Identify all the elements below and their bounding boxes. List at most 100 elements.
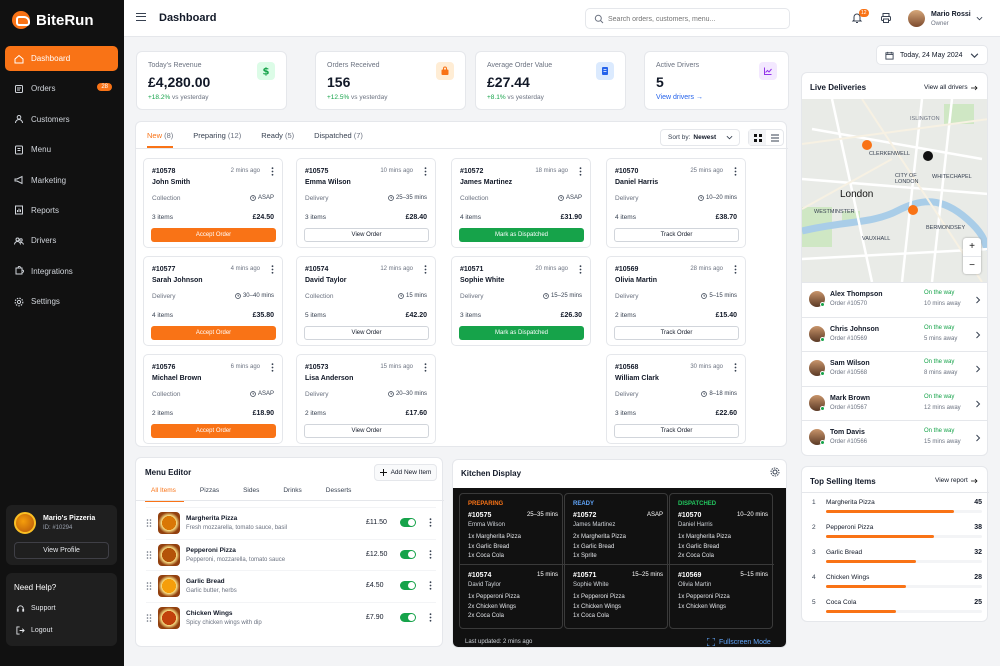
fullscreen-button[interactable]: Fullscreen Mode — [707, 638, 771, 646]
view-order-button[interactable]: View Order — [304, 228, 429, 242]
order-card[interactable]: #10576 6 mins ago Michael Brown Collection A… — [143, 354, 283, 444]
menu-tab-desserts[interactable]: Desserts — [325, 487, 352, 494]
more-icon[interactable] — [579, 167, 582, 176]
more-icon[interactable] — [734, 167, 737, 176]
search-input[interactable] — [608, 12, 783, 26]
more-icon[interactable] — [424, 265, 427, 274]
drag-handle-icon[interactable] — [146, 613, 152, 622]
chevron-down-icon[interactable] — [976, 15, 983, 22]
track-order-button[interactable]: Track Order — [614, 424, 739, 438]
driver-row[interactable]: Sam Wilson Order #10568 On the way 8 mins a… — [802, 351, 987, 385]
more-icon[interactable] — [429, 518, 432, 527]
gear-icon[interactable] — [770, 467, 780, 477]
accept-order-button[interactable]: Accept Order — [151, 424, 276, 438]
availability-toggle[interactable] — [400, 518, 416, 527]
sidebar-item-reports[interactable]: Reports — [5, 198, 118, 223]
order-card[interactable]: #10568 30 mins ago William Clark Delivery 8–… — [606, 354, 746, 444]
menu-item-row[interactable]: Margherita Pizza Fresh mozzarella, tomato… — [146, 507, 436, 538]
delivery-map[interactable]: + − ISLINGTON CLERKENWELL CITY OF LONDON WH… — [802, 99, 987, 282]
bell-icon[interactable] — [851, 12, 863, 24]
menu-item-row[interactable]: Garlic Bread Garlic butter, herbs £4.50 — [146, 570, 436, 601]
menu-tab-all-items[interactable]: All Items — [145, 484, 184, 502]
more-icon[interactable] — [734, 363, 737, 372]
drag-handle-icon[interactable] — [146, 550, 152, 559]
order-card[interactable]: #10578 2 mins ago John Smith Collection ASAP… — [143, 158, 283, 248]
tab-ready[interactable]: Ready (5) — [261, 122, 294, 148]
support-link[interactable]: Support — [16, 604, 56, 613]
mark-as-dispatched-button[interactable]: Mark as Dispatched — [459, 326, 584, 340]
order-card[interactable]: #10572 18 mins ago James Martinez Collectio… — [451, 158, 591, 248]
grid-view-button[interactable] — [749, 130, 766, 145]
order-card[interactable]: #10571 20 mins ago Sophie White Delivery 15–… — [451, 256, 591, 346]
sidebar-item-menu[interactable]: Menu — [5, 137, 118, 162]
more-icon[interactable] — [424, 363, 427, 372]
menu-tab-drinks[interactable]: Drinks — [283, 487, 302, 494]
tab-dispatched[interactable]: Dispatched (7) — [314, 122, 363, 148]
availability-toggle[interactable] — [400, 612, 416, 622]
hamburger-icon[interactable] — [136, 13, 146, 21]
tab-new[interactable]: New (8) — [147, 122, 174, 148]
availability-toggle[interactable] — [400, 581, 416, 590]
kitchen-ticket[interactable]: #10571 15–25 mins Sophie White 1x Pepperoni… — [565, 572, 669, 632]
list-view-button[interactable] — [766, 130, 783, 145]
more-icon[interactable] — [429, 581, 432, 590]
menu-item-row[interactable]: Chicken Wings Spicy chicken wings with di… — [146, 601, 436, 633]
drag-handle-icon[interactable] — [146, 519, 152, 527]
sort-dropdown[interactable]: Sort by: Newest — [660, 129, 740, 146]
zoom-in-button[interactable]: + — [969, 241, 975, 253]
date-picker[interactable]: Today, 24 May 2024 — [876, 45, 988, 65]
kitchen-ticket[interactable]: #10570 10–20 mins Daniel Harris 1x Margheri… — [670, 512, 774, 572]
driver-marker[interactable] — [862, 140, 872, 150]
view-order-button[interactable]: View Order — [304, 424, 429, 438]
order-card[interactable]: #10570 25 mins ago Daniel Harris Delivery 10… — [606, 158, 746, 248]
sidebar-item-orders[interactable]: Orders 28 — [5, 76, 118, 101]
kitchen-ticket[interactable]: #10575 25–35 mins Emma Wilson 1x Margherita… — [460, 512, 564, 572]
sidebar-item-customers[interactable]: Customers — [5, 107, 118, 132]
more-icon[interactable] — [271, 265, 274, 274]
printer-icon[interactable] — [880, 12, 892, 24]
more-icon[interactable] — [424, 167, 427, 176]
sidebar-item-dashboard[interactable]: Dashboard — [5, 46, 118, 71]
add-item-button[interactable]: Add New Item — [374, 464, 437, 481]
view-report-link[interactable]: View report — [935, 477, 978, 484]
more-icon[interactable] — [429, 549, 432, 559]
sidebar-item-drivers[interactable]: Drivers — [5, 228, 118, 253]
more-icon[interactable] — [429, 612, 432, 622]
order-card[interactable]: #10574 12 mins ago David Taylor Collection 1… — [296, 256, 436, 346]
kitchen-ticket[interactable]: #10574 15 mins David Taylor 1x Pepperoni Pi… — [460, 572, 564, 632]
accept-order-button[interactable]: Accept Order — [151, 326, 276, 340]
avatar[interactable] — [908, 10, 925, 27]
driver-row[interactable]: Mark Brown Order #10567 On the way 12 mins … — [802, 385, 987, 420]
menu-tab-sides[interactable]: Sides — [243, 487, 260, 494]
brand[interactable]: BiteRun — [12, 10, 94, 30]
view-profile-button[interactable]: View Profile — [14, 542, 109, 559]
sidebar-item-integrations[interactable]: Integrations — [5, 259, 118, 284]
order-card[interactable]: #10577 4 mins ago Sarah Johnson Delivery 30–… — [143, 256, 283, 346]
more-icon[interactable] — [271, 363, 274, 372]
view-all-drivers-link[interactable]: View all drivers — [924, 84, 978, 91]
menu-tab-pizzas[interactable]: Pizzas — [199, 487, 220, 494]
view-drivers-link[interactable]: View drivers → — [656, 94, 703, 101]
driver-marker[interactable] — [908, 205, 918, 215]
more-icon[interactable] — [271, 167, 274, 176]
accept-order-button[interactable]: Accept Order — [151, 228, 276, 242]
driver-row[interactable]: Tom Davis Order #10566 On the way 15 mins a… — [802, 420, 987, 454]
availability-toggle[interactable] — [400, 549, 416, 559]
tab-preparing[interactable]: Preparing (12) — [193, 122, 241, 148]
restaurant-marker[interactable] — [923, 151, 933, 161]
sidebar-item-settings[interactable]: Settings — [5, 289, 118, 314]
more-icon[interactable] — [579, 265, 582, 274]
kitchen-ticket[interactable]: #10572 ASAP James Martinez 2x Margherita Pi… — [565, 512, 669, 572]
track-order-button[interactable]: Track Order — [614, 326, 739, 340]
sidebar-item-marketing[interactable]: Marketing — [5, 168, 118, 193]
track-order-button[interactable]: Track Order — [614, 228, 739, 242]
view-order-button[interactable]: View Order — [304, 326, 429, 340]
order-card[interactable]: #10569 28 mins ago Olivia Martin Delivery 5–… — [606, 256, 746, 346]
kitchen-ticket[interactable]: #10569 5–15 mins Olivia Martin 1x Pepperoni… — [670, 572, 774, 632]
menu-item-row[interactable]: Pepperoni Pizza Pepperoni, mozzarella, to… — [146, 538, 436, 570]
driver-row[interactable]: Alex Thompson Order #10570 On the way 10 mi… — [802, 282, 987, 316]
more-icon[interactable] — [734, 265, 737, 274]
mark-as-dispatched-button[interactable]: Mark as Dispatched — [459, 228, 584, 242]
order-card[interactable]: #10573 15 mins ago Lisa Anderson Delivery 20… — [296, 354, 436, 444]
order-card[interactable]: #10575 10 mins ago Emma Wilson Delivery 25–3… — [296, 158, 436, 248]
